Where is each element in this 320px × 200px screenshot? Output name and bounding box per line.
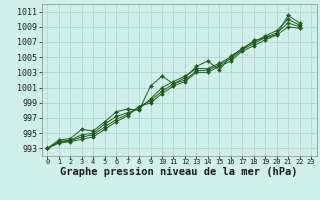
X-axis label: Graphe pression niveau de la mer (hPa): Graphe pression niveau de la mer (hPa): [60, 167, 298, 177]
